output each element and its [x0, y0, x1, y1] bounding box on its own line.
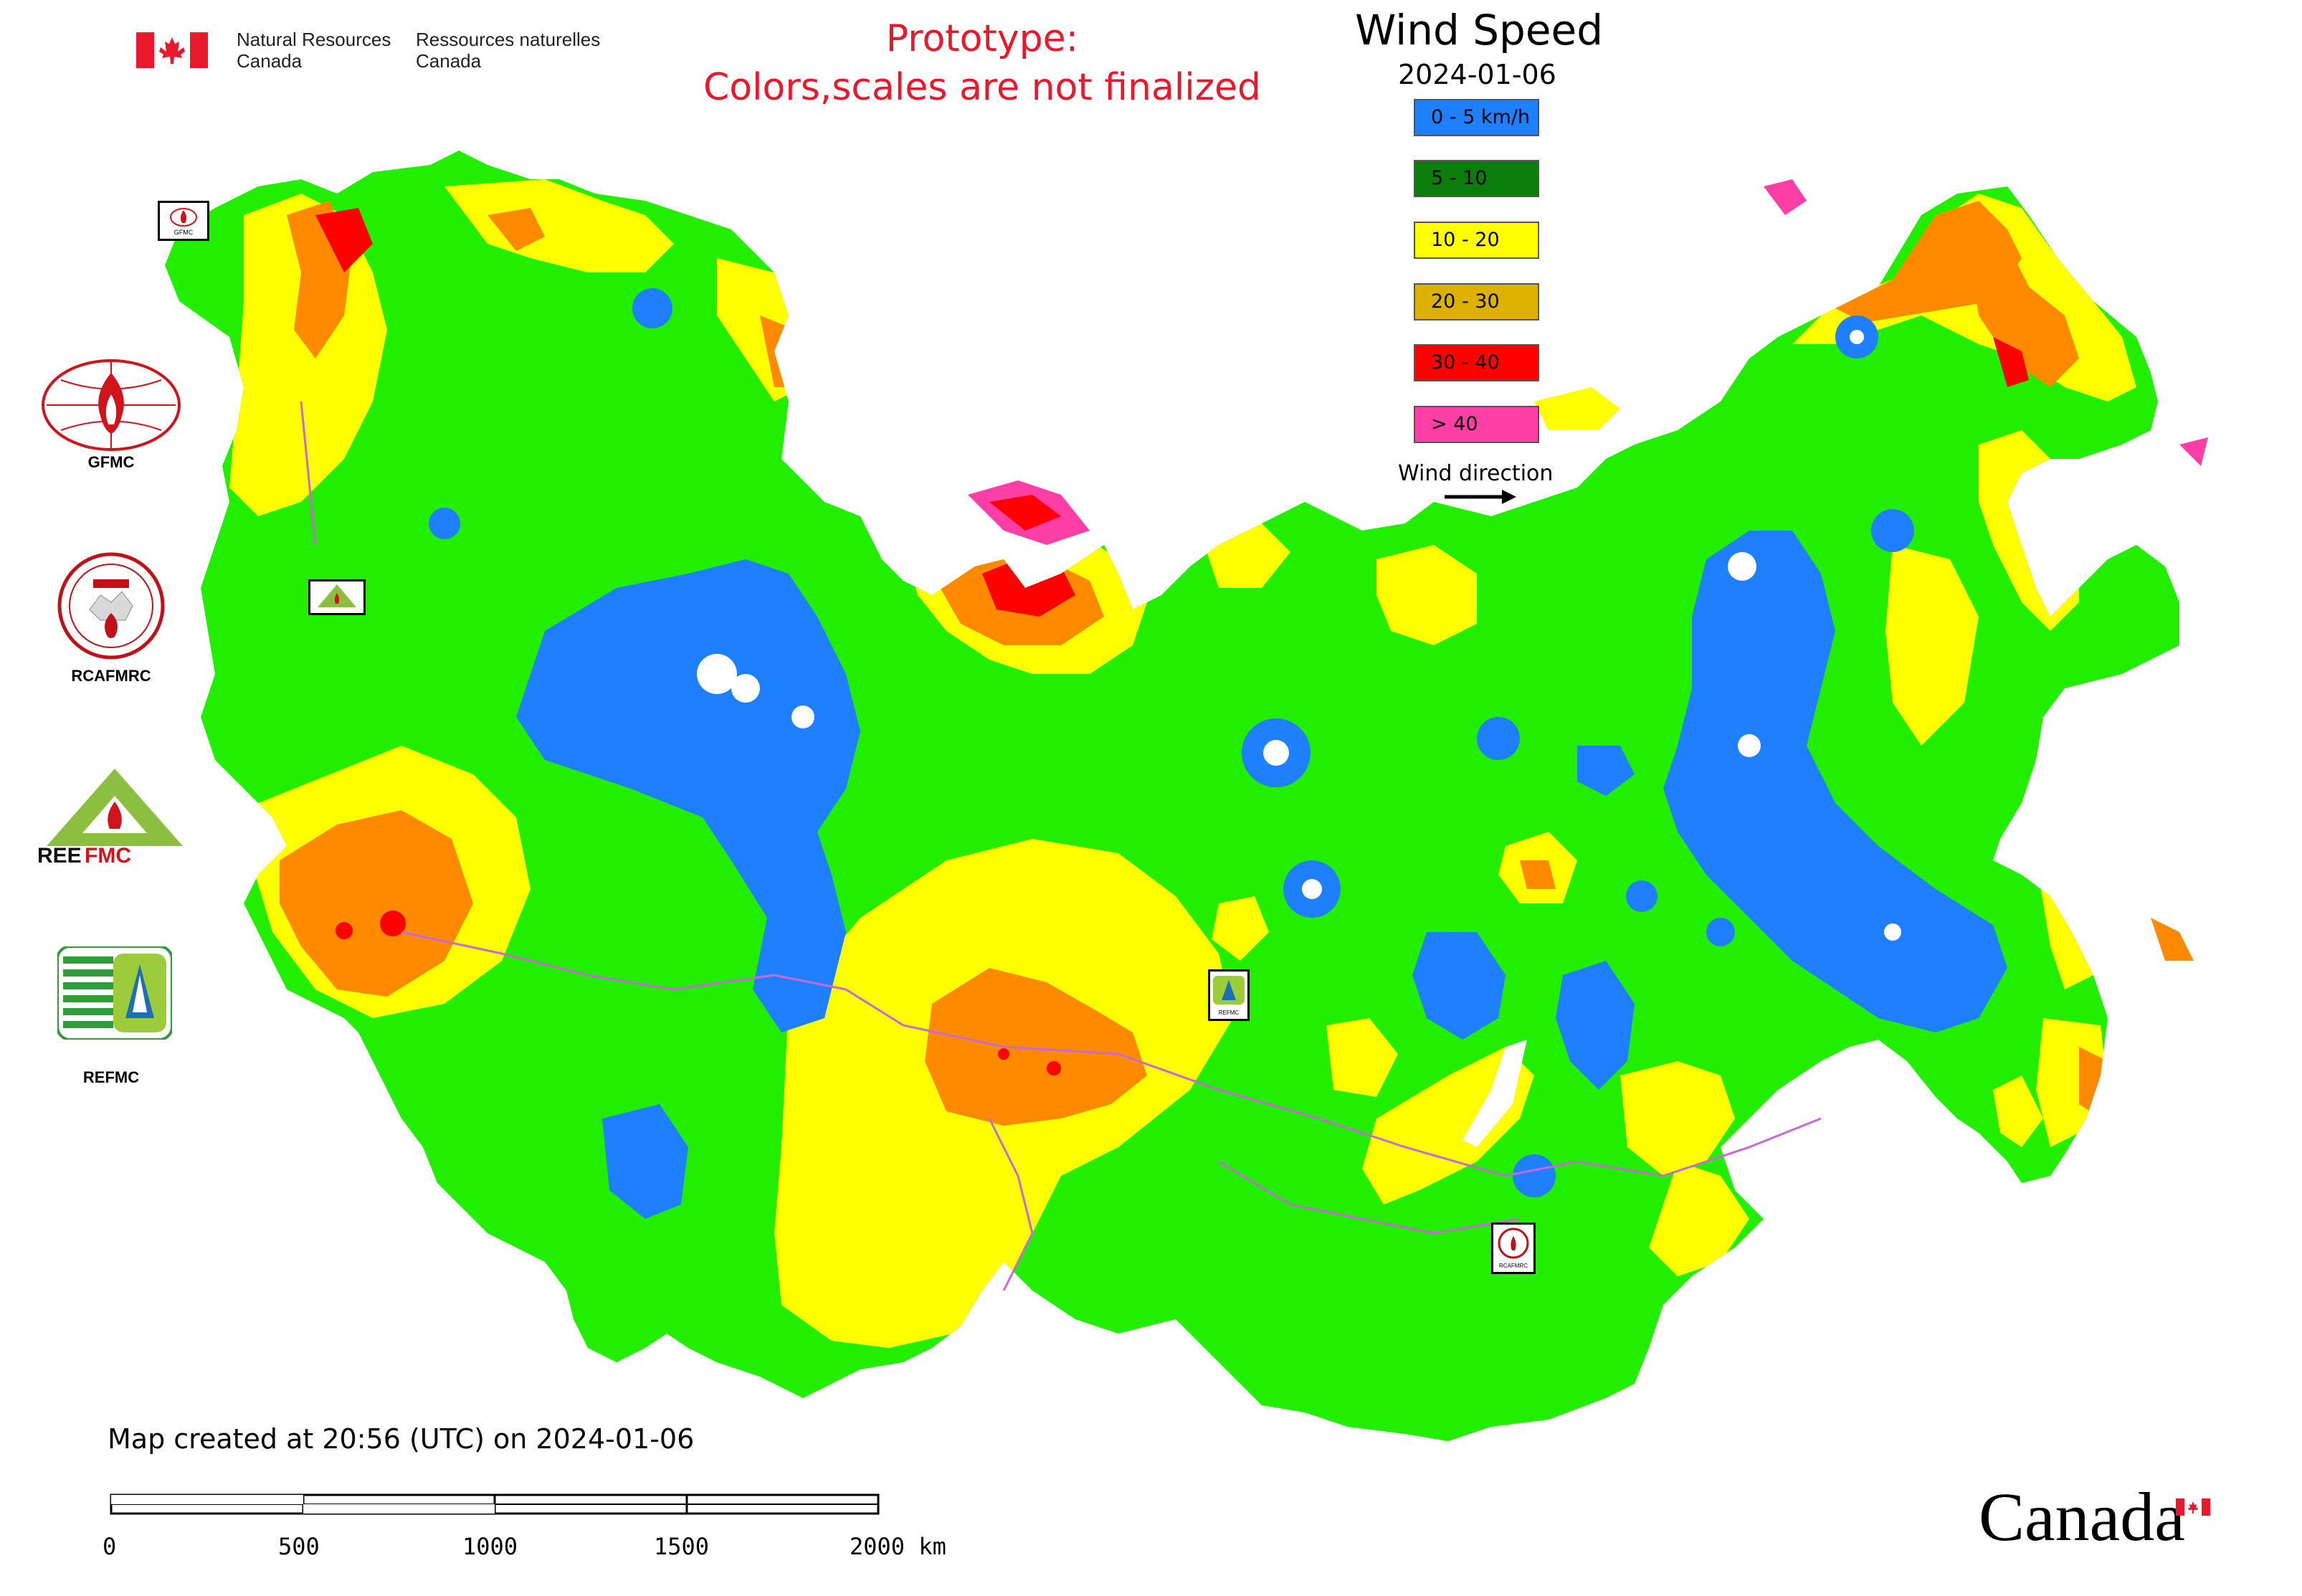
gfmc-map-marker: GFMC: [158, 201, 209, 241]
gfmc-logo: [39, 358, 183, 452]
gfmc-marker-label: GFMC: [174, 229, 194, 236]
agency-en-line2: Canada: [237, 50, 303, 72]
map-created-text: Map created at 20:56 (UTC) on 2024-01-06: [108, 1423, 695, 1455]
wind-direction-label: Wind direction: [1398, 461, 1554, 486]
agency-name-french: Ressources naturelles Canada: [416, 29, 600, 72]
prototype-notice: Prototype: Colors,scales are not finaliz…: [645, 14, 1319, 112]
rcafmrc-map-marker: RCAFMRC: [1491, 1222, 1536, 1274]
reefmc-map-marker: [308, 579, 366, 615]
legend-swatch-moderate: 10 - 20: [1414, 222, 1539, 259]
legend-title: Wind Speed: [1355, 6, 1604, 54]
scale-label-500: 500: [278, 1533, 320, 1560]
agency-name-english: Natural Resources Canada: [237, 29, 391, 72]
legend-swatch-calm: 0 - 5 km/h: [1414, 99, 1539, 136]
legend-swatch-light: 5 - 10: [1414, 160, 1539, 197]
refmc-label: REFMC: [82, 1068, 140, 1086]
prototype-line2: Colors,scales are not finalized: [703, 66, 1262, 109]
reefmc-logo: [39, 767, 190, 868]
prototype-line1: Prototype:: [885, 17, 1079, 60]
scale-label-1500: 1500: [654, 1533, 710, 1560]
rcafmrc-marker-label: RCAFMRC: [1499, 1263, 1528, 1269]
rcafmrc-label: RCAFMRC: [71, 667, 151, 685]
svg-text:REE: REE: [37, 845, 82, 866]
legend-date: 2024-01-06: [1398, 59, 1556, 90]
gfmc-label: GFMC: [87, 453, 135, 471]
legend-swatch-extreme: > 40: [1414, 406, 1539, 443]
agency-fr-line1: Ressources naturelles: [416, 29, 601, 50]
scale-bar: [110, 1493, 880, 1515]
legend-swatch-fresh: 20 - 30: [1414, 283, 1539, 320]
canada-wordmark-flag-icon: [2176, 1498, 2210, 1516]
scale-label-0: 0: [103, 1533, 117, 1560]
rcafmrc-logo: [57, 552, 165, 660]
refmc-logo: [56, 945, 173, 1041]
agency-en-line1: Natural Resources: [237, 29, 391, 50]
scale-label-2000: 2000 km: [850, 1533, 946, 1560]
refmc-marker-label: REFMC: [1219, 1010, 1240, 1016]
refmc-map-marker: REFMC: [1208, 969, 1250, 1021]
legend-swatch-strong: 30 - 40: [1414, 344, 1539, 381]
reefmc-wordmark: REE FMC: [37, 844, 191, 868]
scale-label-1000: 1000: [462, 1533, 518, 1560]
agency-fr-line2: Canada: [416, 50, 482, 72]
canada-flag-icon: [136, 32, 208, 68]
wind-direction-arrow: [1445, 490, 1516, 504]
svg-text:FMC: FMC: [85, 845, 131, 866]
canada-wordmark: Canada: [1979, 1478, 2185, 1555]
